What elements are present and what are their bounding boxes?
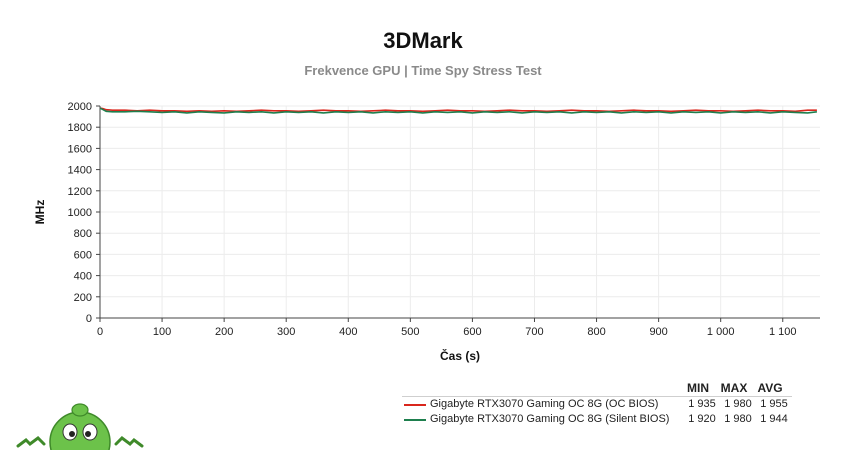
x-tick-label: 500 — [401, 326, 419, 338]
axes: 0 200 400 600 800 1000 1200 1400 1600 1800 2000 0 10… — [68, 101, 820, 338]
mascot-logo — [16, 403, 144, 450]
y-tick-label: 1800 — [68, 122, 92, 134]
line-chart: 0 200 400 600 800 1000 1200 1400 1600 1800 2000 0 10… — [33, 101, 820, 363]
legend-item-silent-bios: Gigabyte RTX3070 Gaming OC 8G (Silent BI… — [402, 412, 792, 427]
legend-max: 1 980 — [724, 398, 752, 410]
y-tick-label: 1200 — [68, 186, 92, 198]
legend-swatch-silent-bios — [404, 418, 426, 421]
legend-col-min: MIN — [687, 381, 709, 395]
x-tick-label: 600 — [463, 326, 481, 338]
x-tick-label: 800 — [587, 326, 605, 338]
y-tick-label: 2000 — [68, 101, 92, 113]
legend-min: 1 935 — [688, 398, 716, 410]
legend-label: Gigabyte RTX3070 Gaming OC 8G (OC BIOS) — [430, 398, 659, 410]
x-tick-label: 300 — [277, 326, 295, 338]
legend-avg: 1 944 — [760, 413, 788, 425]
legend-min: 1 920 — [688, 413, 716, 425]
x-tick-label: 900 — [649, 326, 667, 338]
y-tick-label: 400 — [74, 271, 92, 283]
y-tick-label: 1400 — [68, 165, 92, 177]
y-tick-label: 200 — [74, 292, 92, 304]
x-tick-label: 1 000 — [707, 326, 735, 338]
y-tick-label: 0 — [86, 313, 92, 325]
x-tick-label: 400 — [339, 326, 357, 338]
y-axis-label: MHz — [33, 200, 47, 225]
chart-subtitle: Frekvence GPU | Time Spy Stress Test — [304, 63, 542, 78]
y-tick-label: 1000 — [68, 207, 92, 219]
chart-title: 3DMark — [383, 28, 463, 53]
y-tick-label: 600 — [74, 249, 92, 261]
y-tick-label: 1600 — [68, 143, 92, 155]
series-line-1 — [99, 107, 817, 114]
grid — [100, 105, 820, 318]
legend-avg: 1 955 — [760, 398, 788, 410]
legend-item-oc-bios: Gigabyte RTX3070 Gaming OC 8G (OC BIOS) … — [402, 397, 792, 412]
series-line-0 — [99, 107, 817, 113]
x-tick-label: 700 — [525, 326, 543, 338]
x-tick-label: 100 — [153, 326, 171, 338]
y-tick-label: 800 — [74, 228, 92, 240]
legend-col-max: MAX — [720, 381, 748, 395]
x-tick-label: 200 — [215, 326, 233, 338]
legend-header: MIN MAX AVG — [402, 380, 792, 397]
legend-col-avg: AVG — [757, 381, 783, 395]
legend-label: Gigabyte RTX3070 Gaming OC 8G (Silent BI… — [430, 413, 670, 425]
legend: MIN MAX AVG Gigabyte RTX3070 Gaming OC 8… — [402, 380, 792, 427]
series-lines — [99, 107, 817, 114]
legend-max: 1 980 — [724, 413, 752, 425]
x-tick-label: 0 — [97, 326, 103, 338]
x-tick-label: 1 100 — [769, 326, 797, 338]
legend-swatch-oc-bios — [404, 403, 426, 406]
x-axis-label: Čas (s) — [440, 348, 480, 363]
